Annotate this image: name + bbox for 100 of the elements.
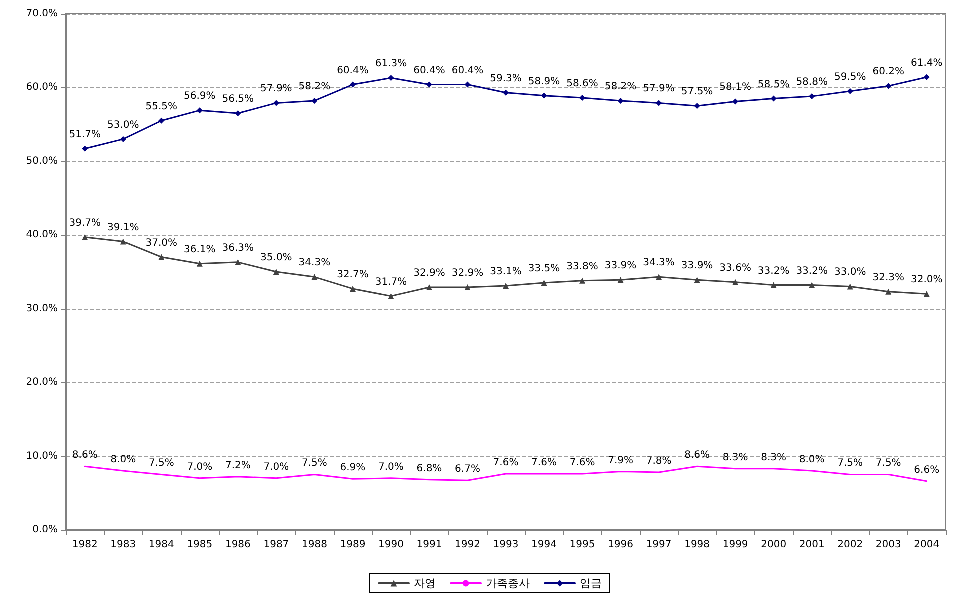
- data-label: 7.5%: [148, 458, 174, 470]
- data-label: 33.2%: [758, 266, 790, 277]
- data-label: 58.9%: [528, 76, 560, 88]
- data-label: 58.2%: [298, 81, 331, 92]
- data-label: 33.0%: [834, 267, 866, 278]
- x-tick-label: 1987: [264, 540, 290, 550]
- point: [541, 280, 548, 286]
- point: [312, 98, 318, 104]
- data-label: 8.6%: [72, 450, 98, 462]
- point: [694, 103, 700, 110]
- data-label: 6.8%: [416, 463, 442, 474]
- point: [770, 282, 777, 288]
- data-label: 39.1%: [108, 222, 140, 234]
- data-label: 33.6%: [720, 262, 752, 274]
- point: [464, 284, 471, 290]
- legend-label: 임금: [580, 577, 602, 590]
- data-label: 7.6%: [570, 457, 596, 468]
- point: [886, 288, 892, 295]
- data-label: 31.7%: [375, 276, 408, 288]
- point: [656, 274, 662, 280]
- x-tick-label: 1998: [684, 540, 710, 550]
- data-label: 33.2%: [796, 266, 828, 277]
- point: [580, 278, 586, 284]
- data-label: 33.9%: [681, 260, 714, 272]
- data-label: 61.4%: [910, 58, 943, 69]
- x-tick-label: 1985: [187, 540, 213, 550]
- data-label: 8.0%: [799, 454, 825, 466]
- x-tick-label: 1999: [722, 540, 748, 550]
- data-label: 60.4%: [337, 65, 369, 76]
- point: [82, 234, 88, 240]
- data-label: 7.0%: [264, 462, 290, 473]
- data-label: 7.5%: [876, 458, 902, 470]
- data-label: 7.0%: [378, 462, 404, 473]
- x-tick-label: 1988: [302, 540, 328, 550]
- x-tick-label: 1991: [416, 540, 442, 550]
- point: [388, 293, 394, 300]
- point: [426, 284, 432, 290]
- data-label: 58.6%: [566, 78, 598, 90]
- data-label: 7.9%: [608, 455, 634, 466]
- data-label: 8.6%: [684, 450, 710, 462]
- x-tick-label: 1992: [455, 540, 480, 550]
- data-label: 7.5%: [838, 458, 864, 470]
- data-label: 34.3%: [643, 258, 675, 269]
- data-label: 33.5%: [528, 264, 560, 275]
- x-tick-label: 2003: [876, 540, 902, 550]
- x-tick-label: 1996: [608, 540, 634, 550]
- data-label: 58.2%: [604, 81, 637, 92]
- data-label: 36.1%: [184, 244, 216, 256]
- data-label: 7.8%: [646, 456, 672, 468]
- data-label: 32.9%: [414, 268, 446, 279]
- point: [120, 136, 126, 142]
- x-tick-label: 1989: [340, 540, 366, 550]
- data-label: 32.3%: [872, 272, 904, 284]
- data-label: 61.3%: [375, 58, 408, 70]
- point: [273, 269, 280, 275]
- point: [618, 277, 624, 284]
- x-tick-label: 1983: [110, 540, 136, 550]
- point: [82, 146, 88, 152]
- point: [886, 83, 892, 90]
- data-label: 6.7%: [455, 464, 480, 476]
- y-tick-label: 40.0%: [26, 230, 58, 241]
- data-label: 6.6%: [914, 464, 940, 476]
- x-tick-label: 1993: [493, 540, 519, 550]
- data-label: 55.5%: [146, 101, 178, 112]
- y-tick-label: 30.0%: [26, 303, 58, 314]
- data-label: 57.9%: [260, 84, 292, 95]
- data-label: 56.9%: [184, 91, 216, 102]
- point: [770, 96, 777, 102]
- data-label: 32.9%: [452, 268, 484, 279]
- data-label: 33.8%: [566, 261, 598, 272]
- x-tick-label: 2001: [799, 540, 825, 550]
- point: [924, 291, 930, 298]
- point: [809, 282, 816, 288]
- data-label: 59.5%: [834, 72, 866, 83]
- point: [120, 238, 126, 245]
- data-label: 60.4%: [414, 65, 446, 76]
- point: [618, 98, 624, 104]
- data-label: 60.4%: [452, 65, 484, 76]
- data-label: 6.9%: [340, 462, 366, 474]
- x-tick-label: 2004: [914, 540, 940, 550]
- data-label: 37.0%: [146, 238, 178, 249]
- data-label: 56.5%: [222, 94, 254, 106]
- point: [158, 254, 165, 260]
- data-label: 33.1%: [490, 266, 522, 278]
- point: [656, 100, 662, 106]
- data-label: 58.1%: [720, 82, 752, 94]
- data-label: 7.6%: [532, 457, 557, 468]
- point: [312, 274, 318, 280]
- point: [350, 82, 356, 88]
- data-label: 7.5%: [302, 458, 328, 470]
- data-label: 7.2%: [225, 460, 251, 472]
- point: [235, 259, 242, 266]
- data-label: 57.9%: [643, 84, 675, 95]
- data-label: 7.6%: [493, 457, 519, 468]
- point: [732, 98, 739, 105]
- x-tick-label: 1997: [646, 540, 672, 550]
- data-label: 36.3%: [222, 242, 254, 254]
- data-label: 32.0%: [910, 274, 943, 286]
- legend-label: 자영: [414, 577, 436, 590]
- point: [273, 100, 280, 106]
